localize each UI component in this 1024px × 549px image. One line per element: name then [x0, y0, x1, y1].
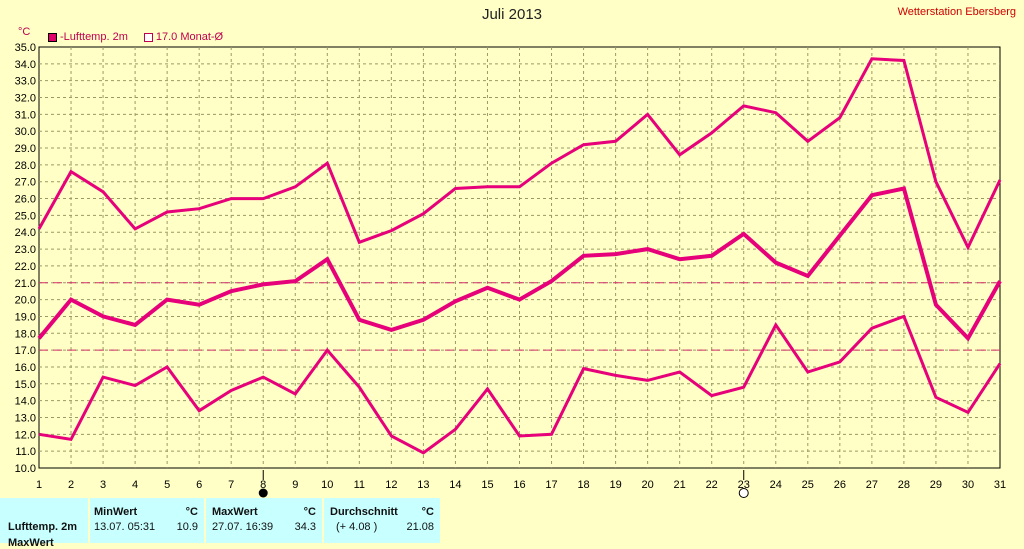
x-tick-label: 18	[577, 479, 589, 491]
y-tick-label: 13.0	[15, 412, 36, 424]
series-line-min	[38, 314, 1002, 455]
legend: -Lufttemp. 2m 17.0 Monat-Ø	[48, 31, 223, 43]
legend-series-label: -Lufttemp. 2m	[60, 31, 128, 43]
y-tick-label: 31.0	[15, 109, 36, 121]
min-unit: °C	[185, 506, 198, 518]
x-tick-label: 15	[481, 479, 493, 491]
y-tick-label: 34.0	[15, 59, 36, 71]
series-line-max	[37, 57, 1002, 251]
x-tick-label: 8	[260, 479, 266, 491]
x-tick-label: 13	[417, 479, 429, 491]
x-tick-label: 2	[68, 479, 74, 491]
x-tick-label: 26	[834, 479, 846, 491]
y-tick-label: 32.0	[15, 93, 36, 105]
y-tick-label: 27.0	[15, 177, 36, 189]
stats-table: Lufttemp. 2m MaxWert MinWert °C 13.07. 0…	[0, 498, 1024, 549]
x-tick-label: 29	[930, 479, 942, 491]
y-tick-label: 15.0	[15, 379, 36, 391]
y-tick-label: 26.0	[15, 194, 36, 206]
stats-label-cell: Lufttemp. 2m MaxWert	[0, 498, 88, 549]
avg-unit: °C	[421, 506, 434, 518]
y-tick-label: 20.0	[15, 295, 36, 307]
avg-header: Durchschnitt	[330, 506, 398, 518]
legend-mean-swatch	[143, 32, 153, 42]
full-moon-icon	[258, 488, 268, 498]
y-tick-label: 30.0	[15, 126, 36, 138]
avg-cell: Durchschnitt °C (+ 4.08 ) 21.08	[324, 498, 440, 543]
stats-row2-label: MaxWert	[8, 537, 54, 549]
x-tick-label: 25	[802, 479, 814, 491]
legend-mean-label: 17.0 Monat-Ø	[155, 31, 224, 43]
max-time: 27.07. 16:39	[212, 521, 274, 533]
x-tick-label: 16	[513, 479, 525, 491]
x-tick-label: 9	[292, 479, 298, 491]
x-tick-label: 7	[228, 479, 234, 491]
min-cell: MinWert °C 13.07. 05:31 10.9	[90, 498, 204, 543]
station-name: Wetterstation Ebersberg	[897, 6, 1016, 18]
x-tick-label: 22	[706, 479, 718, 491]
y-tick-label: 23.0	[15, 244, 36, 256]
max-unit: °C	[303, 506, 316, 518]
x-tick-label: 4	[132, 479, 138, 491]
y-tick-label: 29.0	[15, 143, 36, 155]
y-tick-label: 35.0	[15, 42, 36, 54]
y-axis-unit: °C	[18, 26, 31, 38]
y-tick-label: 25.0	[15, 210, 36, 222]
chart-title: Juli 2013	[481, 6, 543, 23]
x-tick-label: 11	[354, 479, 365, 491]
x-tick-label: 5	[164, 479, 170, 491]
new-moon-icon	[738, 488, 749, 498]
avg-delta: (+ 4.08 )	[336, 521, 378, 533]
y-tick-label: 17.0	[15, 345, 36, 357]
max-header: MaxWert	[212, 506, 258, 518]
legend-series-swatch	[48, 32, 57, 42]
x-tick-label: 23	[738, 479, 750, 491]
x-tick-label: 24	[770, 479, 782, 491]
y-tick-label: 19.0	[15, 311, 36, 323]
y-tick-label: 12.0	[15, 429, 36, 441]
x-tick-label: 21	[674, 479, 686, 491]
x-tick-label: 20	[642, 479, 654, 491]
y-tick-label: 33.0	[15, 76, 36, 88]
min-header: MinWert	[94, 506, 138, 518]
x-tick-label: 1	[36, 479, 42, 491]
stats-row-label: Lufttemp. 2m	[8, 521, 78, 533]
y-tick-label: 11.0	[15, 446, 36, 458]
series-line-mean	[37, 186, 1002, 342]
temperature-chart: 10.0 11.0 12.0 13.0 14.0 15.0 16.0 17.0 18.0 19.0…	[15, 42, 1006, 498]
x-tick-label: 14	[449, 479, 461, 491]
x-tick-label: 30	[962, 479, 974, 491]
min-value: 10.9	[176, 521, 198, 533]
x-tick-label: 12	[385, 479, 397, 491]
x-tick-label: 6	[196, 479, 202, 491]
y-tick-label: 16.0	[15, 362, 36, 374]
max-cell: MaxWert °C 27.07. 16:39 34.3	[206, 498, 322, 543]
y-tick-label: 10.0	[15, 463, 36, 475]
min-time: 13.07. 05:31	[94, 521, 156, 533]
avg-value: 21.08	[406, 521, 434, 533]
x-tick-label: 27	[866, 479, 878, 491]
y-tick-label: 22.0	[15, 261, 36, 273]
x-tick-label: 28	[898, 479, 910, 491]
y-tick-label: 24.0	[15, 227, 36, 239]
y-tick-label: 14.0	[15, 396, 36, 408]
max-value: 34.3	[294, 521, 316, 533]
y-tick-label: 21.0	[15, 278, 36, 290]
x-tick-label: 19	[609, 479, 621, 491]
x-tick-label: 31	[994, 479, 1006, 491]
x-tick-label: 10	[321, 479, 333, 491]
x-tick-label: 3	[100, 479, 106, 491]
y-tick-label: 28.0	[15, 160, 36, 172]
y-tick-label: 18.0	[15, 328, 36, 340]
x-tick-label: 17	[545, 479, 557, 491]
